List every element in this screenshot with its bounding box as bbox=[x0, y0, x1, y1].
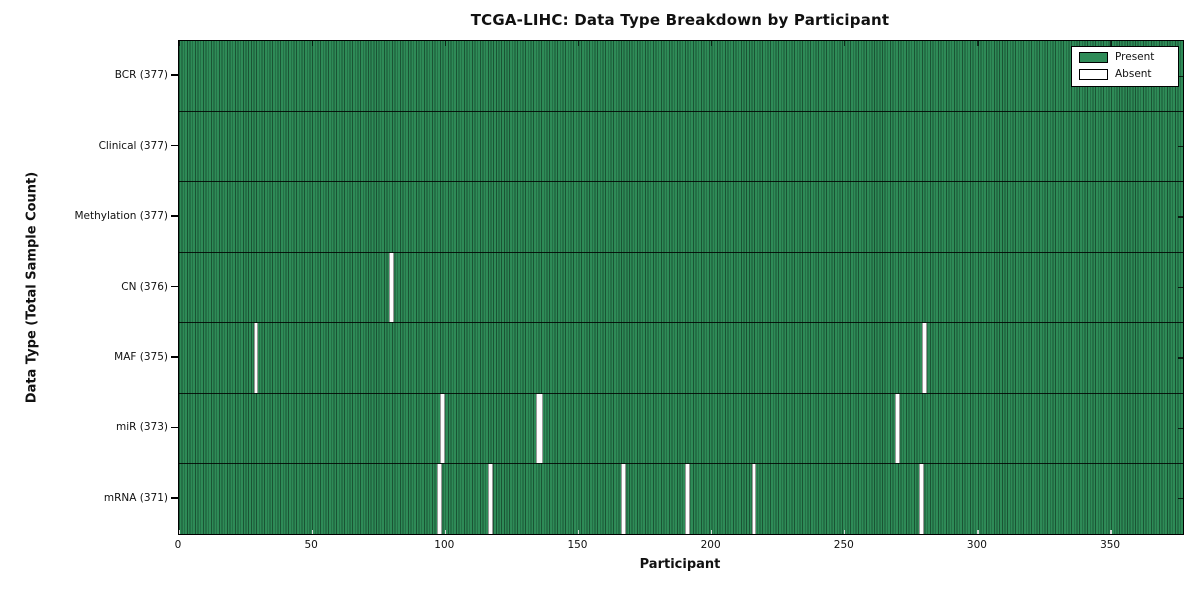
x-axis-title: Participant bbox=[639, 557, 721, 572]
absent-gap-miR-98 bbox=[439, 393, 445, 464]
data-type-row-Methylation bbox=[179, 182, 1183, 253]
y-tick-label-miR: miR (373) bbox=[115, 421, 168, 434]
data-type-row-mRNA bbox=[179, 464, 1183, 535]
data-type-row-CN bbox=[179, 252, 1183, 324]
x-tick-label-150: 150 bbox=[567, 539, 588, 551]
x-tick-label-100: 100 bbox=[434, 539, 455, 551]
x-tick-mark-top bbox=[844, 41, 846, 46]
x-tick-mark-top bbox=[977, 41, 979, 46]
x-tick-mark-bottom bbox=[1110, 529, 1112, 534]
x-tick-mark-bottom bbox=[844, 529, 846, 534]
legend-present-label: Present bbox=[1115, 51, 1155, 63]
data-type-row-BCR bbox=[179, 41, 1183, 112]
absent-gap-miR-269 bbox=[895, 393, 901, 464]
y-tick-label-CN: CN (376) bbox=[121, 280, 168, 293]
x-tick-label-300: 300 bbox=[966, 539, 987, 551]
x-tick-mark-bottom bbox=[711, 529, 713, 534]
y-tick-mark bbox=[171, 426, 178, 429]
x-tick-mark-top bbox=[311, 41, 313, 46]
data-type-row-Clinical bbox=[179, 112, 1183, 183]
y-tick-mark-right bbox=[1178, 286, 1183, 289]
x-tick-label-0: 0 bbox=[174, 539, 182, 551]
y-tick-mark bbox=[171, 285, 178, 288]
y-tick-mark bbox=[171, 356, 178, 358]
plot-area: Present Absent bbox=[178, 40, 1184, 535]
y-tick-label-BCR: BCR (377) bbox=[114, 69, 168, 82]
x-tick-mark-top bbox=[711, 41, 713, 46]
y-tick-label-Clinical: Clinical (377) bbox=[98, 139, 168, 152]
x-tick-label-200: 200 bbox=[700, 539, 721, 551]
y-tick-label-mRNA: mRNA (371) bbox=[103, 491, 168, 504]
chart-title: TCGA-LIHC: Data Type Breakdown by Partic… bbox=[470, 11, 890, 29]
legend: Present Absent bbox=[1071, 46, 1179, 87]
y-tick-mark bbox=[171, 215, 178, 217]
x-tick-label-50: 50 bbox=[304, 539, 318, 551]
absent-gap-mRNA-190 bbox=[684, 464, 690, 535]
legend-absent-label: Absent bbox=[1115, 68, 1152, 80]
absent-gap-CN-79 bbox=[389, 252, 395, 323]
x-tick-mark-bottom bbox=[577, 529, 580, 534]
y-tick-mark bbox=[171, 74, 178, 76]
absent-gap-mRNA-215 bbox=[751, 464, 757, 535]
data-type-row-MAF bbox=[179, 323, 1183, 394]
x-tick-label-350: 350 bbox=[1100, 539, 1121, 551]
y-tick-mark-right bbox=[1178, 75, 1183, 77]
legend-present-swatch bbox=[1079, 52, 1108, 63]
absent-gap-MAF-279 bbox=[922, 323, 927, 393]
y-tick-label-Methylation: Methylation (377) bbox=[74, 210, 168, 223]
legend-entry-absent: Absent bbox=[1079, 69, 1171, 80]
absent-gap-miR-134 bbox=[535, 393, 544, 464]
x-tick-mark-bottom bbox=[444, 529, 446, 534]
y-tick-mark-right bbox=[1178, 216, 1183, 218]
x-tick-mark-top bbox=[577, 41, 580, 46]
x-tick-mark-top bbox=[1110, 41, 1112, 46]
absent-gap-mRNA-116 bbox=[487, 464, 493, 535]
legend-absent-swatch bbox=[1079, 69, 1108, 80]
x-tick-mark-bottom bbox=[977, 529, 979, 534]
data-type-row-miR bbox=[179, 393, 1183, 465]
y-tick-mark-right bbox=[1178, 498, 1183, 500]
x-tick-mark-bottom bbox=[311, 529, 313, 534]
absent-gap-MAF-28 bbox=[253, 323, 259, 393]
x-tick-mark-top bbox=[179, 41, 181, 46]
y-tick-label-MAF: MAF (375) bbox=[114, 350, 168, 363]
rows-container bbox=[179, 41, 1183, 535]
y-tick-mark bbox=[171, 144, 178, 147]
legend-entry-present: Present bbox=[1079, 52, 1171, 63]
absent-gap-mRNA-278 bbox=[919, 464, 924, 535]
x-tick-mark-top bbox=[444, 41, 446, 46]
y-tick-mark-right bbox=[1178, 357, 1183, 359]
absent-gap-mRNA-97 bbox=[437, 464, 442, 535]
y-tick-mark-right bbox=[1178, 427, 1183, 430]
x-tick-label-250: 250 bbox=[833, 539, 854, 551]
absent-gap-mRNA-166 bbox=[621, 464, 626, 535]
y-tick-mark-right bbox=[1178, 145, 1183, 148]
y-tick-mark bbox=[171, 496, 178, 499]
x-tick-mark-bottom bbox=[179, 529, 181, 534]
